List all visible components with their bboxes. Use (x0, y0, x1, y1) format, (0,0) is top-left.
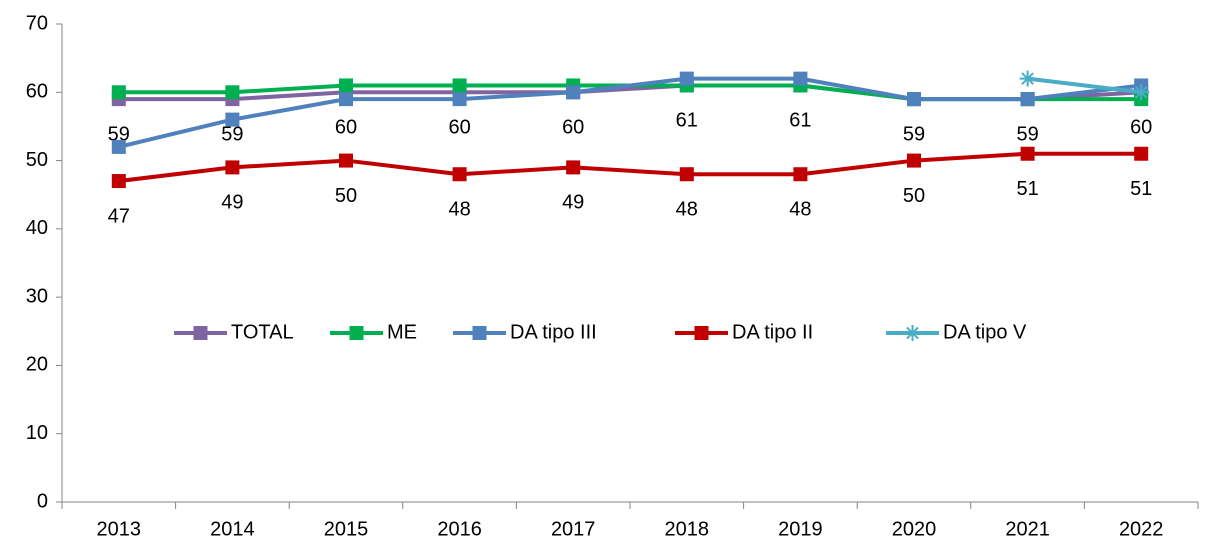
series-line (1027, 76, 1142, 95)
data-label: 61 (676, 110, 698, 132)
marker (452, 92, 467, 107)
marker (111, 139, 126, 154)
marker (452, 78, 467, 93)
data-label: 59 (108, 123, 130, 145)
marker (679, 167, 694, 182)
y-tick-label: 30 (26, 285, 48, 307)
marker (339, 92, 353, 107)
data-label: 49 (221, 192, 243, 214)
marker (566, 160, 581, 175)
marker (907, 92, 921, 107)
data-label: 60 (448, 117, 470, 139)
y-tick-label: 60 (26, 81, 48, 103)
marker (225, 112, 240, 127)
marker (1019, 70, 1036, 87)
data-label: 59 (221, 123, 243, 145)
data-label: 49 (562, 192, 584, 214)
legend-marker (472, 326, 487, 340)
legend-label: ME (387, 321, 417, 343)
marker (1134, 146, 1149, 161)
legend-marker (904, 325, 921, 341)
marker (793, 167, 808, 182)
legend-marker (193, 326, 208, 340)
data-label: 60 (335, 117, 357, 139)
marker (793, 71, 808, 86)
y-tick-label: 40 (26, 217, 48, 239)
data-label: 51 (1130, 178, 1152, 200)
marker (339, 153, 353, 168)
x-tick-label: 2022 (1119, 518, 1164, 540)
legend-label: DA tipo II (732, 321, 813, 343)
data-label: 47 (108, 205, 130, 227)
marker (339, 78, 353, 93)
marker (225, 160, 240, 175)
x-tick-label: 2016 (437, 518, 482, 540)
marker (566, 85, 581, 100)
marker (111, 174, 126, 189)
legend-label: DA tipo V (943, 321, 1027, 343)
marker (907, 153, 921, 168)
marker (452, 167, 467, 182)
y-tick-label: 0 (37, 490, 48, 512)
data-label: 59 (903, 123, 925, 145)
data-label: 50 (335, 185, 357, 207)
data-label: 51 (1016, 178, 1038, 200)
series-line (118, 151, 1142, 184)
data-label: 60 (1130, 117, 1152, 139)
x-tick-label: 2014 (210, 518, 255, 540)
data-label: 59 (1016, 123, 1038, 145)
marker (225, 85, 240, 100)
data-label: 48 (448, 199, 470, 221)
legend-marker (694, 326, 709, 340)
x-tick-label: 2013 (97, 518, 142, 540)
marker (111, 85, 126, 100)
y-tick-label: 20 (26, 354, 48, 376)
marker (679, 71, 694, 86)
x-tick-label: 2019 (778, 518, 823, 540)
y-tick-label: 10 (26, 422, 48, 444)
x-tick-label: 2017 (551, 518, 596, 540)
data-label: 61 (789, 110, 811, 132)
marker (1133, 84, 1150, 101)
legend-label: TOTAL (231, 321, 294, 343)
marker (1020, 92, 1035, 107)
data-label: 60 (562, 117, 584, 139)
y-tick-label: 50 (26, 149, 48, 171)
data-label: 48 (789, 199, 811, 221)
series-line (118, 83, 1142, 102)
legend-marker (349, 326, 364, 340)
marker (1020, 146, 1035, 161)
legend-label: DA tipo III (510, 321, 597, 343)
series-line (118, 76, 1142, 149)
x-tick-label: 2018 (665, 518, 710, 540)
x-tick-label: 2021 (1005, 518, 1050, 540)
x-tick-label: 2020 (892, 518, 937, 540)
x-tick-label: 2015 (324, 518, 369, 540)
data-label: 48 (676, 199, 698, 221)
y-tick-label: 70 (26, 12, 48, 34)
data-label: 50 (903, 185, 925, 207)
